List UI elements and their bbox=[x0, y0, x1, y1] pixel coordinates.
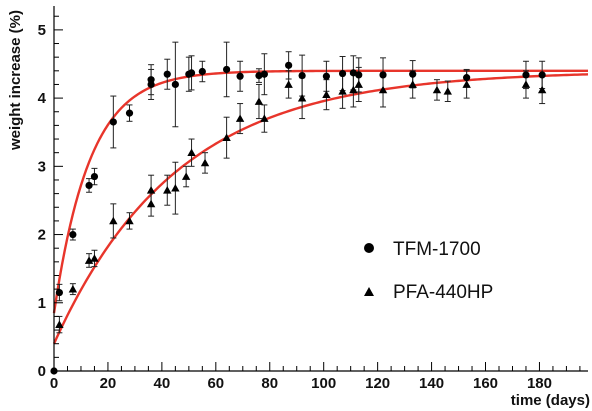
x-tick-label: 140 bbox=[419, 375, 444, 392]
data-point-pfa-440hp bbox=[537, 85, 547, 94]
data-point-pfa-440hp bbox=[187, 148, 196, 157]
data-point-tfm-1700 bbox=[198, 67, 206, 76]
data-point-pfa-440hp bbox=[462, 80, 471, 88]
data-point-pfa-440hp bbox=[354, 80, 363, 88]
data-point-pfa-440hp bbox=[260, 114, 269, 122]
x-tick-label: 160 bbox=[473, 375, 498, 392]
data-point-tfm-1700 bbox=[255, 71, 263, 80]
data-point-tfm-1700 bbox=[125, 109, 134, 117]
y-tick-label: 4 bbox=[38, 90, 47, 107]
data-point-pfa-440hp bbox=[90, 254, 99, 262]
data-point-tfm-1700 bbox=[90, 172, 99, 181]
data-point-pfa-440hp bbox=[521, 80, 531, 88]
legend-label-tfm-1700: TFM-1700 bbox=[393, 239, 481, 260]
axes bbox=[53, 6, 588, 372]
data-point-tfm-1700 bbox=[187, 69, 196, 77]
legend-marker-pfa-440hp bbox=[364, 287, 374, 296]
fit-curve-tfm-1700 bbox=[52, 69, 588, 314]
data-point-pfa-440hp bbox=[443, 87, 452, 95]
x-tick-label: 100 bbox=[311, 375, 336, 392]
data-point-pfa-440hp bbox=[68, 284, 78, 293]
x-tick-label: 120 bbox=[365, 375, 390, 392]
data-point-pfa-440hp bbox=[254, 97, 264, 105]
data-point-pfa-440hp bbox=[235, 114, 245, 122]
legend-marker-tfm-1700 bbox=[364, 243, 374, 253]
data-point-pfa-440hp bbox=[284, 80, 293, 88]
y-axis-title: weight increase (%) bbox=[7, 10, 24, 151]
data-point-tfm-1700 bbox=[285, 61, 293, 69]
data-point-tfm-1700 bbox=[147, 76, 155, 84]
x-tick-label: 80 bbox=[261, 375, 278, 392]
x-tick-label: 60 bbox=[207, 375, 224, 392]
data-point-pfa-440hp bbox=[322, 90, 331, 99]
data-point-pfa-440hp bbox=[163, 186, 172, 194]
data-point-tfm-1700 bbox=[522, 71, 530, 79]
y-tick-label: 5 bbox=[38, 22, 46, 39]
data-point-tfm-1700 bbox=[69, 230, 77, 239]
y-tick-label: 2 bbox=[38, 227, 46, 244]
legend: TFM-1700 PFA-440HP bbox=[364, 239, 493, 303]
data-point-pfa-440hp bbox=[297, 93, 307, 102]
data-point-tfm-1700 bbox=[349, 69, 357, 77]
data-point-tfm-1700 bbox=[236, 72, 244, 80]
data-point-pfa-440hp bbox=[125, 216, 134, 225]
x-tick-label: 180 bbox=[527, 375, 552, 392]
y-tick-label: 3 bbox=[38, 158, 46, 175]
data-point-tfm-1700 bbox=[463, 74, 471, 82]
data-point-pfa-440hp bbox=[200, 158, 210, 167]
data-point-tfm-1700 bbox=[109, 118, 117, 126]
data-point-tfm-1700 bbox=[85, 181, 93, 190]
data-point-tfm-1700 bbox=[538, 71, 546, 79]
x-tick-label: 0 bbox=[50, 375, 58, 392]
data-point-pfa-440hp bbox=[146, 186, 156, 194]
data-point-tfm-1700 bbox=[322, 72, 330, 80]
data-point-pfa-440hp bbox=[222, 133, 231, 142]
data-point-tfm-1700 bbox=[55, 288, 63, 297]
data-point-pfa-440hp bbox=[378, 85, 388, 94]
data-point-tfm-1700 bbox=[260, 70, 268, 78]
data-point-pfa-440hp bbox=[181, 172, 191, 180]
ticks: 0 20 40 60 80 100 120 140 160 180 0 1 2 3 4 5 bbox=[38, 15, 581, 392]
data-point-tfm-1700 bbox=[409, 70, 417, 78]
data-point-pfa-440hp bbox=[432, 85, 442, 94]
data-point-tfm-1700 bbox=[338, 69, 347, 78]
data-point-tfm-1700 bbox=[171, 80, 179, 89]
y-tick-label: 1 bbox=[38, 295, 46, 312]
data-point-pfa-440hp bbox=[55, 320, 64, 328]
data-point-pfa-440hp bbox=[109, 216, 118, 225]
data-point-tfm-1700 bbox=[163, 70, 171, 78]
data-point-pfa-440hp bbox=[408, 80, 417, 88]
data-point-pfa-440hp bbox=[146, 199, 156, 208]
data-point-pfa-440hp bbox=[84, 256, 94, 264]
data-point-tfm-1700 bbox=[379, 71, 387, 79]
data-point-pfa-440hp bbox=[171, 183, 180, 192]
x-axis-title: time (days) bbox=[511, 392, 590, 409]
data-point-pfa-440hp bbox=[338, 87, 347, 95]
data-point-pfa-440hp bbox=[349, 85, 358, 94]
x-tick-label: 40 bbox=[154, 375, 171, 392]
y-tick-label: 0 bbox=[38, 363, 46, 380]
data-points bbox=[50, 61, 547, 375]
x-tick-label: 20 bbox=[100, 375, 117, 392]
legend-label-pfa-440hp: PFA-440HP bbox=[393, 282, 493, 303]
data-point-tfm-1700 bbox=[355, 71, 363, 79]
data-point-tfm-1700 bbox=[298, 71, 306, 80]
data-point-tfm-1700 bbox=[223, 65, 231, 74]
fit-curve-pfa-440hp bbox=[52, 73, 589, 345]
fit-curves bbox=[52, 69, 589, 345]
